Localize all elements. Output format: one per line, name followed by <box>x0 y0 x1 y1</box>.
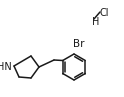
Text: H: H <box>92 17 99 27</box>
Text: Br: Br <box>73 39 84 49</box>
Text: HN: HN <box>0 62 12 72</box>
Text: Cl: Cl <box>99 8 108 18</box>
